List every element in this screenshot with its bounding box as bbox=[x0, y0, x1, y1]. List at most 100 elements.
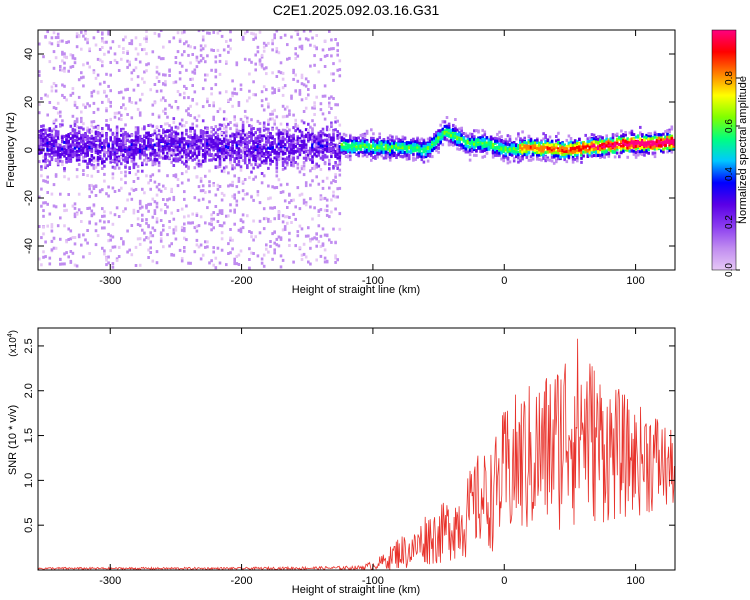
spectrogram-cell bbox=[222, 221, 226, 225]
spectrogram-cell bbox=[262, 217, 266, 221]
spectrogram-cell bbox=[353, 143, 356, 147]
spectrogram-cell bbox=[151, 50, 155, 54]
spectrogram-cell bbox=[420, 152, 424, 156]
spectrogram-cell bbox=[386, 147, 390, 151]
spectrogram-cell bbox=[193, 137, 197, 141]
spectrogram-cell bbox=[336, 258, 339, 262]
spectrogram-cell bbox=[395, 144, 398, 148]
spectrogram-cell bbox=[437, 139, 440, 143]
spectrogram-cell bbox=[325, 147, 329, 151]
spectrogram-cell bbox=[277, 147, 281, 151]
spectrogram-cell bbox=[283, 132, 287, 136]
spectrogram-cell bbox=[54, 158, 58, 161]
spectrogram-cell bbox=[206, 152, 209, 156]
spectrogram-cell bbox=[288, 128, 291, 132]
spectrogram-cell bbox=[506, 148, 510, 151]
spectrogram-cell bbox=[298, 129, 302, 133]
spectrogram-cell bbox=[174, 132, 178, 135]
spectrogram-cell bbox=[298, 37, 302, 41]
spectrogram-cell bbox=[307, 139, 310, 143]
spectrogram-cell bbox=[40, 139, 43, 143]
spectrogram-cell bbox=[452, 123, 455, 127]
spectrogram-cell bbox=[496, 151, 499, 155]
spectrogram-cell bbox=[122, 135, 125, 139]
spectrogram-cell bbox=[277, 129, 281, 133]
spectrogram-cell bbox=[233, 123, 236, 127]
spectrogram-cell bbox=[48, 262, 52, 266]
spectrogram-cell bbox=[101, 145, 104, 149]
spectrogram-cell bbox=[176, 50, 180, 54]
spectrogram-cell bbox=[109, 156, 112, 160]
spectrogram-cell bbox=[50, 143, 54, 147]
spectrogram-cell bbox=[336, 167, 339, 170]
spectrogram-cell bbox=[178, 150, 182, 154]
spectrogram-cell bbox=[456, 142, 459, 146]
spectrogram-cell bbox=[248, 247, 251, 251]
spectrogram-cell bbox=[302, 30, 306, 33]
spectrogram-cell bbox=[124, 135, 127, 139]
spectrogram-cell bbox=[75, 212, 79, 216]
spectrogram-cell bbox=[277, 70, 281, 74]
spectrogram-cell bbox=[208, 180, 211, 184]
spectrogram-cell bbox=[88, 184, 91, 188]
spectrogram-cell bbox=[256, 150, 260, 154]
spectrogram-cell bbox=[38, 144, 41, 148]
spectrogram-cell bbox=[143, 37, 146, 41]
spectrogram-cell bbox=[149, 141, 152, 145]
spectrogram-cell bbox=[290, 139, 293, 143]
spectrogram-cell bbox=[38, 225, 41, 228]
spectrogram-cell bbox=[52, 246, 56, 250]
spectrogram-cell bbox=[351, 143, 354, 147]
spectrogram-cell bbox=[107, 144, 110, 148]
spectrogram-cell bbox=[80, 120, 83, 124]
spectrogram-cell bbox=[332, 138, 335, 142]
spectrogram-cell bbox=[222, 123, 226, 127]
spectrogram-cell bbox=[292, 143, 295, 147]
spectrogram-cell bbox=[334, 120, 337, 124]
spectrogram-cell bbox=[92, 159, 96, 163]
spectrogram-cell bbox=[315, 165, 318, 169]
spectrogram-cell bbox=[275, 145, 279, 149]
spectrogram-cell bbox=[361, 139, 365, 143]
spectrogram-cell bbox=[365, 154, 369, 158]
spectrogram-cell bbox=[445, 130, 449, 134]
spectrogram-cell bbox=[204, 141, 207, 145]
spectrogram-cell bbox=[159, 145, 163, 149]
spectrogram-cell bbox=[130, 187, 134, 191]
spectrogram-cell bbox=[130, 101, 134, 104]
spectrogram-cell bbox=[126, 229, 129, 233]
spectrogram-cell bbox=[151, 197, 155, 201]
spectrogram-cell bbox=[220, 231, 224, 235]
spectrogram-cell bbox=[172, 231, 176, 235]
spectrogram-cell bbox=[162, 128, 165, 132]
spectrogram-cell bbox=[388, 134, 392, 138]
spectrogram-cell bbox=[124, 158, 127, 162]
spectrogram-cell bbox=[418, 141, 421, 145]
spectrogram-cell bbox=[46, 175, 49, 179]
spectrogram-cell bbox=[281, 258, 285, 262]
spectrogram-cell bbox=[283, 227, 287, 231]
spectrogram-cell bbox=[145, 221, 148, 225]
spectrogram-cell bbox=[290, 134, 293, 138]
spectrogram-cell bbox=[136, 217, 140, 221]
spectrogram-cell bbox=[56, 224, 60, 228]
spectrogram-cell bbox=[321, 139, 325, 143]
spectrogram-cell bbox=[94, 132, 98, 136]
spectrogram-cell bbox=[71, 236, 75, 239]
spectrogram-cell bbox=[88, 49, 91, 53]
spectrogram-cell bbox=[199, 164, 203, 168]
spectrogram-cell bbox=[48, 60, 52, 64]
spectrogram-cell bbox=[61, 119, 64, 123]
spectrogram-cell bbox=[437, 133, 440, 137]
spectrogram-cell bbox=[185, 204, 188, 208]
spectrogram-cell bbox=[309, 133, 312, 137]
spectrogram-cell bbox=[302, 121, 306, 125]
spectrogram-cell bbox=[355, 147, 358, 151]
spectrogram-cell bbox=[185, 121, 188, 124]
spectrogram-cell bbox=[117, 117, 121, 121]
spectrogram-cell bbox=[315, 175, 318, 179]
spectrogram-cell bbox=[328, 137, 331, 141]
spectrogram-cell bbox=[361, 144, 365, 148]
spectrogram-cell bbox=[120, 143, 123, 146]
spectrogram-cell bbox=[183, 215, 186, 219]
